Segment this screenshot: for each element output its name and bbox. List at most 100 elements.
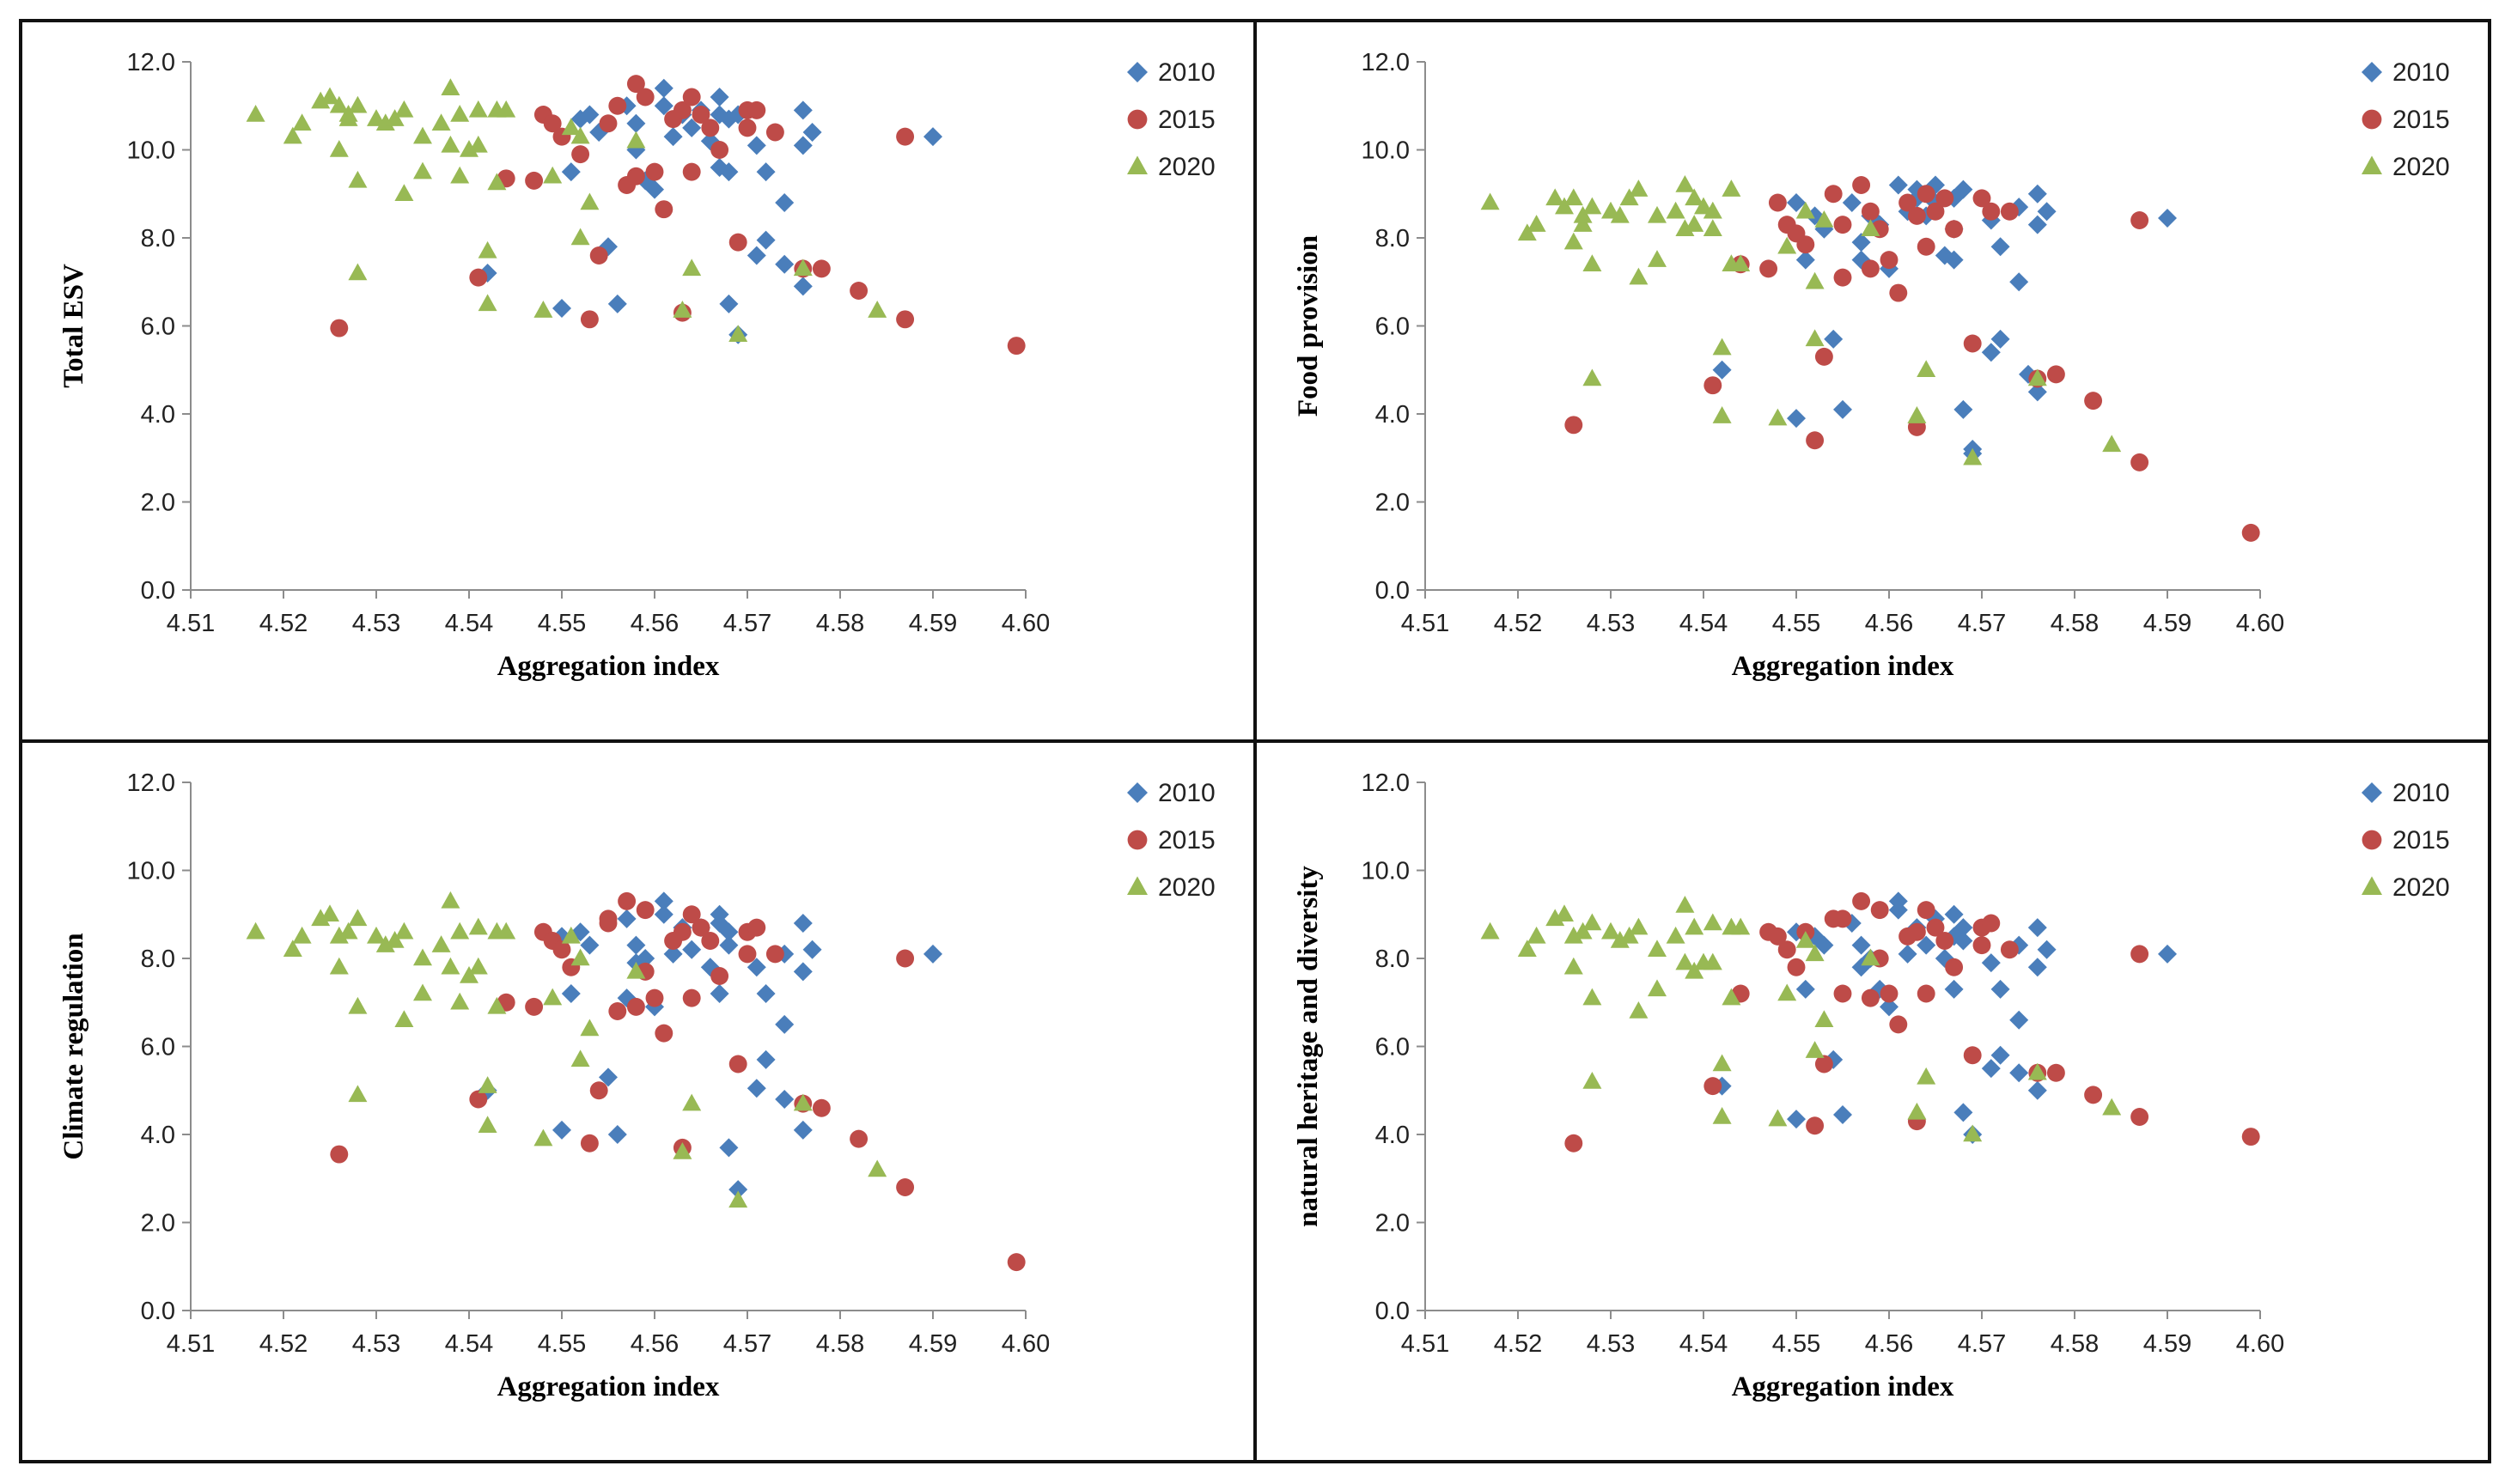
data-point-2020 [1573, 921, 1593, 940]
data-point-2015 [1963, 1046, 1982, 1065]
data-point-2015 [1833, 216, 1852, 234]
data-point-2015 [896, 310, 915, 329]
data-point-2010 [1787, 409, 1806, 429]
data-point-2010 [756, 162, 776, 182]
data-point-2015 [543, 114, 562, 133]
data-point-2020 [1629, 267, 1649, 285]
data-point-2015 [608, 96, 627, 115]
data-point-2010 [719, 922, 739, 942]
data-point-2015 [1768, 193, 1787, 212]
data-point-2020 [1648, 979, 1667, 997]
data-point-2015 [589, 1081, 608, 1100]
data-point-2020 [1563, 188, 1583, 206]
data-point-2010 [1917, 935, 1936, 955]
x-tick-label: 4.53 [1587, 1330, 1635, 1358]
data-point-2010 [1712, 360, 1732, 380]
legend-marker-2020 [1127, 876, 1148, 895]
x-tick-label: 4.56 [1865, 1330, 1913, 1358]
data-point-2010 [2037, 940, 2057, 959]
data-point-2015 [850, 1129, 868, 1148]
data-point-2010 [1851, 935, 1871, 955]
data-point-2020 [570, 228, 590, 246]
data-point-2020 [1480, 192, 1500, 210]
y-tick-label: 2.0 [1375, 490, 1410, 517]
x-tick-label: 4.60 [1002, 1330, 1050, 1358]
data-point-2020 [1712, 1106, 1732, 1124]
data-point-2020 [1629, 179, 1649, 197]
data-point-2010 [1833, 1104, 1852, 1124]
data-point-2020 [1573, 205, 1593, 223]
data-point-2020 [1907, 406, 1927, 423]
y-tick-label: 12.0 [127, 769, 175, 797]
data-point-2020 [375, 935, 395, 952]
data-point-2015 [608, 1002, 627, 1020]
data-point-2015 [850, 282, 868, 300]
y-tick-label: 10.0 [1362, 858, 1410, 885]
data-point-2015 [728, 1055, 747, 1073]
data-point-2020 [478, 1076, 497, 1093]
data-point-2015 [673, 922, 692, 941]
data-point-2010 [1981, 1059, 2001, 1079]
data-point-2020 [413, 161, 432, 179]
x-tick-label: 4.51 [167, 610, 215, 637]
data-point-2010 [1990, 1045, 2010, 1065]
y-tick-label: 8.0 [141, 946, 175, 973]
data-point-2020 [543, 988, 563, 1006]
data-point-2010 [2027, 184, 2047, 204]
data-point-2010 [775, 254, 795, 274]
data-point-2010 [2037, 202, 2057, 222]
data-point-2020 [793, 258, 813, 277]
data-point-2015 [896, 1178, 915, 1196]
y-tick-label: 4.0 [1375, 1122, 1410, 1149]
data-point-2010 [756, 230, 776, 250]
data-point-2010 [747, 958, 766, 977]
data-point-2020 [561, 926, 581, 944]
data-point-2010 [580, 105, 600, 125]
data-point-2020 [478, 294, 497, 312]
data-point-2015 [2084, 1086, 2103, 1104]
data-point-2020 [329, 95, 349, 113]
data-point-2020 [570, 126, 590, 144]
data-point-2010 [1990, 329, 2010, 349]
data-point-2020 [450, 104, 470, 122]
data-point-2015 [626, 997, 645, 1016]
y-tick-label: 12.0 [1362, 769, 1410, 797]
data-point-2015 [1917, 984, 1935, 1003]
legend-label: 2015 [2392, 826, 2450, 855]
data-point-2020 [1963, 1124, 1983, 1142]
data-point-2015 [2046, 365, 2065, 384]
legend-label: 2015 [1158, 106, 1216, 134]
legend: 2010 2015 2020 [1127, 58, 1216, 181]
legend: 2010 2015 2020 [1127, 779, 1216, 902]
data-point-2015 [728, 233, 747, 252]
y-tick-label: 8.0 [1375, 946, 1410, 973]
x-tick-label: 4.52 [259, 1330, 308, 1358]
data-point-2015 [1007, 337, 1026, 356]
data-point-2020 [1712, 406, 1732, 423]
data-point-2020 [450, 921, 470, 940]
x-axis-title: Aggregation index [1732, 651, 1954, 682]
legend-label: 2020 [2392, 153, 2450, 181]
data-point-2020 [320, 87, 339, 105]
data-point-2015 [330, 1145, 349, 1164]
data-point-2020 [1629, 917, 1649, 935]
data-point-2015 [1861, 202, 1880, 221]
data-point-2020 [1675, 952, 1695, 970]
data-point-2015 [1796, 235, 1815, 254]
data-point-2015 [1703, 376, 1722, 395]
data-point-2020 [468, 957, 488, 975]
data-point-2015 [1759, 259, 1778, 278]
data-point-2010 [1981, 343, 2001, 362]
data-point-2020 [1685, 961, 1704, 979]
x-tick-label: 4.51 [1401, 610, 1449, 637]
data-point-2015 [1926, 202, 1945, 221]
x-tick-label: 4.52 [1494, 1330, 1542, 1358]
data-point-2020 [1722, 179, 1741, 197]
data-point-2015 [655, 200, 673, 219]
data-point-2010 [1814, 935, 1834, 955]
data-point-2015 [626, 75, 645, 94]
data-point-2015 [673, 100, 692, 119]
data-point-2015 [701, 119, 720, 137]
data-point-2020 [1722, 988, 1741, 1006]
data-point-2010 [1787, 193, 1806, 212]
